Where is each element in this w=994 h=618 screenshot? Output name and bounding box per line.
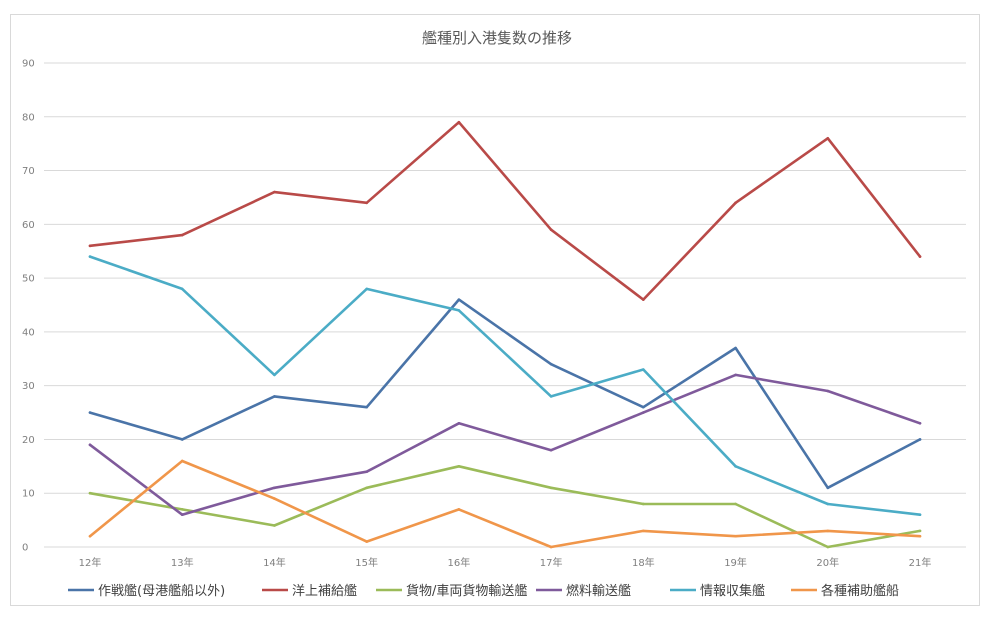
data-point [273, 486, 276, 490]
legend-label: 各種補助艦船 [821, 583, 899, 599]
data-point [826, 389, 830, 393]
series-line [88, 298, 922, 490]
y-tick-label: 20 [22, 435, 35, 446]
x-axis-ticks: 12年 13年 14年 15年 16年 17年 18年 19年 20年 21年 [79, 556, 932, 569]
data-point [457, 422, 461, 425]
data-point [734, 373, 737, 377]
y-tick-label: 70 [22, 166, 35, 177]
data-point [180, 438, 184, 441]
data-point [549, 395, 553, 398]
data-point [734, 201, 737, 205]
x-tick-label: 20年 [816, 556, 839, 569]
y-tick-label: 50 [22, 274, 35, 285]
data-point [457, 120, 461, 124]
data-point [365, 405, 368, 409]
data-point [734, 465, 737, 468]
y-tick-label: 10 [22, 489, 35, 500]
data-point [88, 244, 92, 248]
y-axis-ticks: 0 10 20 30 40 50 60 70 80 90 [22, 59, 35, 554]
data-point [88, 255, 92, 258]
data-point [549, 228, 553, 232]
data-point [365, 470, 368, 474]
data-point [180, 513, 184, 517]
legend-label: 作戦艦(母港艦船以外) [98, 584, 225, 599]
data-point [642, 298, 645, 301]
data-point [826, 486, 830, 490]
data-point [826, 136, 830, 140]
data-point [273, 524, 276, 527]
x-tick-label: 19年 [724, 556, 747, 569]
data-point [88, 411, 92, 414]
x-tick-label: 17年 [540, 556, 563, 569]
data-point [273, 190, 276, 194]
series-line [88, 120, 922, 301]
data-point [918, 534, 922, 538]
data-point [88, 443, 92, 447]
x-tick-label: 13年 [171, 556, 194, 569]
data-point [549, 486, 553, 490]
data-point [88, 534, 92, 538]
data-point [918, 438, 922, 441]
data-point [549, 362, 553, 366]
data-point [918, 529, 922, 533]
data-point [734, 534, 737, 538]
data-point [826, 502, 830, 506]
legend: 作戦艦(母港艦船以外) 洋上補給艦 貨物/車両貨物輸送艦 燃料輸送艦 情報収集艦 各種補助… [68, 583, 899, 599]
series-line [88, 255, 922, 517]
data-point [365, 486, 368, 490]
data-point [365, 287, 368, 291]
data-point [273, 395, 276, 398]
data-point [457, 508, 461, 511]
data-point [180, 233, 184, 237]
y-tick-label: 60 [22, 220, 35, 231]
data-point [273, 497, 276, 500]
legend-label: 燃料輸送艦 [566, 583, 631, 599]
data-point [457, 465, 461, 468]
y-tick-label: 0 [22, 543, 28, 554]
data-point [642, 405, 645, 409]
data-point [826, 545, 830, 549]
data-point [457, 309, 461, 312]
x-tick-label: 18年 [632, 556, 655, 569]
x-tick-label: 16年 [448, 556, 471, 569]
data-point [918, 513, 922, 517]
legend-label: 貨物/車両貨物輸送艦 [406, 583, 527, 599]
y-tick-label: 30 [22, 381, 35, 392]
data-point [273, 373, 276, 377]
data-point [642, 529, 645, 533]
data-point [642, 411, 645, 414]
data-point [918, 255, 922, 258]
data-point [826, 529, 830, 533]
data-point [734, 502, 737, 506]
data-point [180, 287, 184, 291]
data-point [365, 540, 368, 543]
y-tick-label: 90 [22, 59, 35, 70]
data-point [180, 508, 184, 511]
data-point [180, 459, 184, 463]
series-line [88, 459, 922, 549]
data-point [457, 298, 461, 301]
x-tick-label: 21年 [909, 556, 932, 569]
data-point [549, 448, 553, 452]
data-point [365, 201, 368, 205]
y-tick-label: 40 [22, 327, 35, 338]
x-tick-label: 14年 [263, 556, 286, 569]
data-point [918, 422, 922, 425]
y-tick-label: 80 [22, 112, 35, 123]
data-point [734, 346, 737, 350]
x-tick-label: 15年 [355, 556, 378, 569]
series-lines [88, 120, 922, 549]
data-point [88, 491, 92, 495]
data-point [549, 545, 553, 549]
legend-label: 洋上補給艦 [292, 584, 357, 599]
chart-title: 艦種別入港隻数の推移 [422, 29, 572, 47]
data-point [642, 368, 645, 371]
series-line [88, 464, 922, 549]
x-tick-label: 12年 [79, 556, 102, 569]
legend-label: 情報収集艦 [700, 583, 765, 599]
series-line [88, 373, 922, 517]
gridlines [44, 62, 966, 548]
data-point [642, 502, 645, 506]
